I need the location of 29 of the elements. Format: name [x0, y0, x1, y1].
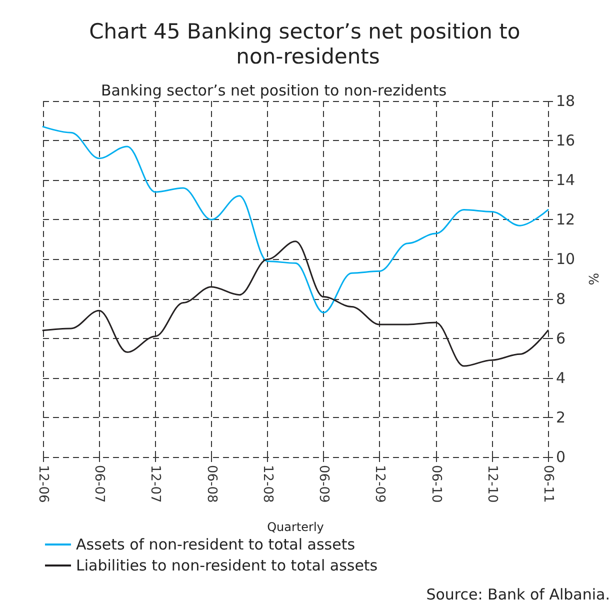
source-note: Source: Bank of Albania.: [426, 586, 610, 604]
y-tick-label: 2: [556, 408, 566, 426]
y-tick-label: 18: [556, 92, 576, 110]
y-tick-label: 4: [556, 368, 566, 387]
x-tick-label: 12-10: [484, 465, 500, 503]
x-tick-label: 12-09: [372, 465, 388, 503]
x-tick-label: 06-07: [92, 465, 107, 503]
line-series: [42, 240, 549, 367]
x-tick-label: 06-10: [428, 465, 444, 503]
x-tick-label: 06-11: [540, 465, 556, 503]
x-tick-label: 12-07: [148, 465, 163, 503]
line-series: [42, 126, 549, 314]
y-tick-label: 12: [556, 210, 576, 229]
y-axis-title: %: [584, 272, 600, 286]
y-tick-label: 0: [556, 448, 566, 466]
x-tick-label: 06-09: [316, 465, 332, 503]
y-tick-label: 14: [556, 171, 576, 190]
x-tick-label: 06-08: [204, 465, 219, 503]
y-tick-label: 16: [556, 132, 576, 150]
x-tick-label: 12-06: [36, 465, 50, 503]
legend-label: Liabilities to non-resident to total assets: [76, 556, 378, 574]
chart-subtitle: Banking sector’s net position to non-rezidents: [101, 82, 447, 100]
x-axis-title: Quarterly: [267, 520, 324, 534]
y-tick-label: 8: [556, 290, 566, 308]
x-tick-label: 12-08: [260, 465, 275, 503]
y-tick-label: 6: [556, 329, 566, 348]
legend-label: Assets of non-resident to total assets: [76, 536, 356, 554]
y-tick-label: 10: [556, 250, 576, 268]
chart-title: Chart 45 Banking sector’s net position to non-residents: [89, 20, 527, 68]
